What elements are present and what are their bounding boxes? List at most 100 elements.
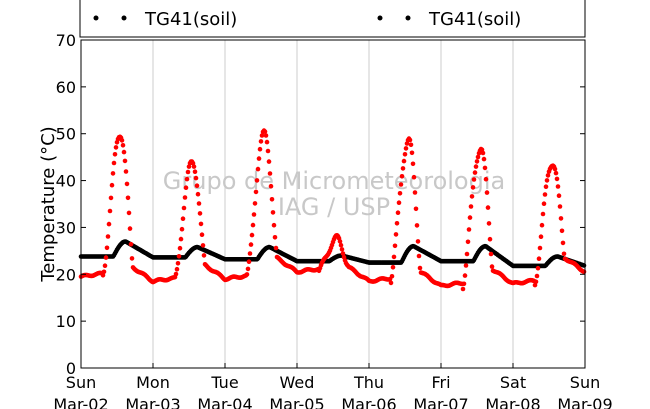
red-data-point [390,265,396,270]
red-data-point [198,221,204,227]
red-data-point [393,232,399,237]
red-data-point [201,253,207,258]
red-data-point [253,189,259,195]
red-data-point [481,156,487,162]
red-data-point [465,239,471,245]
red-data-point [120,143,126,148]
red-data-point [461,281,467,287]
red-data-point [199,232,205,237]
red-data-point [471,177,477,182]
red-data-point [396,200,402,205]
red-data-point [266,159,272,164]
x-tick-label-day: Wed [280,373,315,392]
x-tick-label-date: Mar-06 [341,395,396,409]
legend-label-1: TG41(soil) [144,9,237,30]
y-axis: 0 10 20 30 40 50 60 70 [56,31,585,378]
red-data-point [543,184,549,189]
x-tick-label-day: Tue [210,373,238,392]
red-data-point [474,159,480,164]
plot-background [81,40,585,368]
red-data-point [119,138,125,143]
red-data-point [397,191,403,196]
red-data-point [403,146,409,151]
red-data-point [534,273,540,279]
x-tick-label-day: Mon [136,373,170,392]
red-data-point [109,182,115,188]
red-data-point [394,221,400,226]
red-data-point [254,178,260,183]
red-data-point [581,269,587,275]
red-data-point [337,239,343,244]
red-data-point [175,261,181,266]
red-data-point [539,222,545,228]
red-data-point [195,191,201,197]
red-data-point [392,243,398,249]
legend-entry-1: TG41(soil) [93,9,237,30]
red-data-point [557,204,563,209]
red-data-point [401,158,407,164]
legend-marker-2a [377,15,383,21]
x-tick-label-date: Mar-02 [53,395,108,409]
red-data-point [181,205,187,211]
red-data-point [541,201,547,206]
red-data-point [415,239,421,244]
red-data-point [121,149,127,155]
x-tick-label-date: Mar-08 [485,395,540,409]
red-data-point [544,178,550,183]
x-tick-label-day: Fri [431,373,450,392]
red-data-point [272,235,278,240]
red-data-point [192,169,198,174]
red-data-point [468,204,474,209]
red-data-point [413,206,419,212]
red-data-point [412,190,418,195]
black-data-point [581,263,587,268]
red-data-point [470,185,476,190]
legend-marker-1b [121,15,127,21]
grid-lines [152,40,514,368]
red-data-point [112,152,118,157]
red-data-point [389,274,395,279]
red-data-point [460,286,466,292]
red-data-point [246,259,252,265]
red-data-point [174,266,180,272]
red-data-point [411,174,417,180]
legend-label-2: TG41(soil) [428,9,521,30]
red-data-point [248,242,254,247]
red-data-point [110,171,116,176]
red-data-point [400,166,406,171]
red-data-point [561,251,567,257]
red-data-point [191,164,197,169]
red-data-point [473,164,479,169]
red-data-point [395,210,401,215]
y-tick-label: 30 [56,218,76,237]
red-data-point [250,222,256,228]
red-data-point [193,175,199,181]
red-data-point [409,150,415,156]
red-data-point [552,166,558,172]
red-data-point [391,254,397,260]
x-tick-label-day: Sun [570,373,600,392]
red-data-point [398,182,404,187]
y-tick-label: 0 [66,359,76,378]
x-tick-label-day: Thu [353,373,384,392]
red-data-point [338,242,344,248]
red-data-point [271,222,277,228]
red-data-point [101,269,107,275]
red-data-point [245,266,251,272]
red-data-point [484,190,490,195]
plot-frame [80,39,586,369]
red-data-point [559,228,565,234]
red-data-point [183,185,189,190]
y-axis-label: Temperature (°C) [38,126,59,282]
red-data-point [247,251,253,256]
red-data-point [129,256,135,261]
red-data-point [176,253,182,259]
red-data-point [556,193,562,198]
red-data-point [179,226,185,232]
red-data-point [480,150,486,156]
red-data-point [178,236,184,242]
red-data-point [269,197,275,202]
red-data-point [124,181,130,187]
red-data-point [111,160,117,166]
red-data-point [244,272,250,277]
